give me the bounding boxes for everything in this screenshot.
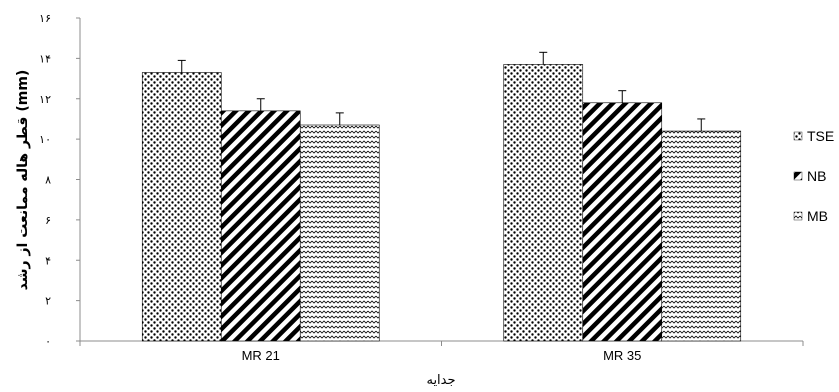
y-axis-title: قطر هاله ممانعت از رشد (mm) <box>15 70 31 291</box>
y-tick-label: ۲ <box>45 295 51 308</box>
legend-swatch-nb <box>793 171 803 181</box>
bar-mb-mr35 <box>661 130 742 342</box>
bars <box>141 64 742 342</box>
y-tick-label: ۰ <box>45 335 51 348</box>
bar-tse-mr21 <box>141 72 222 342</box>
x-axis: MR 21 MR 35 <box>79 340 804 363</box>
x-axis-title: جدایه <box>426 373 455 388</box>
y-tick-label: ۱۲ <box>39 93 51 106</box>
legend-label-nb: NB <box>807 168 826 184</box>
error-bars <box>177 51 706 132</box>
legend-label-mb: MB <box>807 208 828 224</box>
y-tick-label: ۱۰ <box>39 133 51 146</box>
y-tick-label: ۸ <box>45 174 51 187</box>
x-tick-label: MR 35 <box>603 348 641 363</box>
y-tick-label: ۶ <box>45 214 51 227</box>
bar-nb-mr21 <box>220 110 301 342</box>
y-tick-label: ۴ <box>45 254 51 267</box>
bar-mb-mr21 <box>299 124 380 342</box>
y-tick-label: ۱۶ <box>39 12 51 25</box>
legend-label-tse: TSE <box>807 128 834 144</box>
legend: TSE NB MB <box>793 128 834 224</box>
y-axis: ۰ ۲ ۴ ۶ ۸ ۱۰ ۱۲ ۱۴ ۱۶ <box>39 12 81 348</box>
bar-nb-mr35 <box>582 102 663 342</box>
legend-swatch-tse <box>793 131 803 141</box>
x-tick-label: MR 21 <box>242 348 280 363</box>
legend-swatch-mb <box>793 211 803 221</box>
bar-tse-mr35 <box>503 64 584 342</box>
y-tick-label: ۱۴ <box>39 52 51 65</box>
